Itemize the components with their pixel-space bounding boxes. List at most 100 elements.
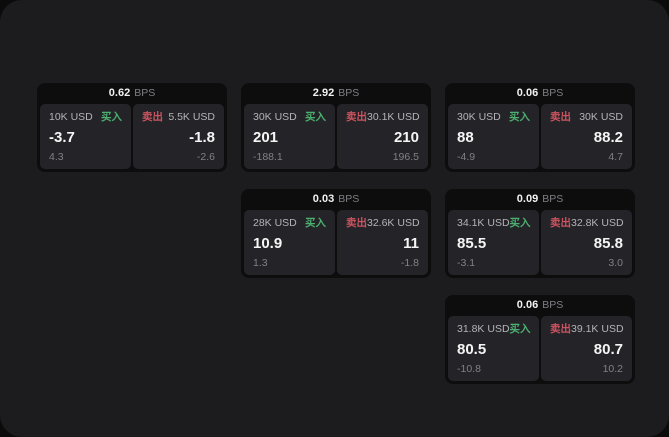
sell-panel-top: 卖出 30.1K USD [346, 111, 420, 123]
buy-price: 201 [253, 128, 279, 146]
cards-grid: 0.62 BPS 10K USD 买入 -3.7 4.3 卖出 5.5K USD… [37, 83, 635, 384]
sell-side-label: 卖出 [550, 323, 571, 335]
quote-card: 0.62 BPS 10K USD 买入 -3.7 4.3 卖出 5.5K USD… [37, 83, 227, 172]
sell-delta: 10.2 [602, 362, 623, 375]
card-body: 28K USD 买入 10.9 1.3 卖出 32.6K USD 11 -1.8 [241, 210, 431, 278]
card-body: 30K USD 买入 201 -188.1 卖出 30.1K USD 210 1… [241, 104, 431, 172]
sell-delta: 3.0 [608, 256, 623, 269]
buy-amount: 10K USD [49, 111, 93, 123]
bps-value: 2.92 [312, 87, 335, 99]
buy-price: -3.7 [49, 128, 75, 146]
sell-side-label: 卖出 [550, 111, 571, 123]
buy-delta: 4.3 [49, 150, 64, 163]
buy-amount: 30K USD [253, 111, 297, 123]
sell-delta: -1.8 [400, 256, 419, 269]
card-bps-header: 0.03 BPS [241, 189, 431, 210]
buy-delta: -4.9 [457, 150, 476, 163]
quote-card: 2.92 BPS 30K USD 买入 201 -188.1 卖出 30.1K … [241, 83, 431, 172]
buy-side-label: 买入 [101, 111, 122, 123]
buy-panel[interactable]: 31.8K USD 买入 80.5 -10.8 [448, 316, 539, 381]
buy-side-label: 买入 [305, 111, 326, 123]
buy-side-label: 买入 [305, 217, 326, 229]
sell-panel[interactable]: 卖出 32.8K USD 85.8 3.0 [541, 210, 632, 275]
buy-amount: 31.8K USD [457, 323, 510, 335]
sell-price: 210 [393, 128, 419, 146]
buy-panel-top: 30K USD 买入 [253, 112, 326, 123]
buy-amount: 28K USD [253, 217, 297, 229]
bps-unit-label: BPS [338, 193, 360, 206]
card-body: 31.8K USD 买入 80.5 -10.8 卖出 39.1K USD 80.… [445, 316, 635, 384]
buy-price: 10.9 [253, 234, 283, 252]
buy-amount: 30K USD [457, 111, 501, 123]
bps-value: 0.62 [108, 87, 131, 99]
sell-price: 85.8 [593, 234, 623, 252]
buy-panel-top: 31.8K USD 买入 [457, 323, 531, 335]
card-bps-header: 0.09 BPS [445, 189, 635, 210]
buy-amount: 34.1K USD [457, 217, 510, 229]
bps-value: 0.09 [516, 193, 539, 205]
sell-amount: 32.8K USD [571, 217, 624, 229]
buy-delta: -10.8 [457, 362, 481, 375]
sell-panel-top: 卖出 32.8K USD [550, 217, 624, 229]
sell-amount: 30K USD [579, 111, 623, 123]
quote-card: 0.06 BPS 30K USD 买入 88 -4.9 卖出 30K USD 8… [445, 83, 635, 172]
sell-delta: 196.5 [392, 150, 419, 163]
buy-panel-top: 34.1K USD 买入 [457, 217, 531, 229]
bps-value: 0.06 [516, 87, 539, 99]
sell-amount: 32.6K USD [367, 217, 420, 229]
sell-delta: -2.6 [196, 150, 215, 163]
card-bps-header: 0.06 BPS [445, 83, 635, 104]
buy-panel[interactable]: 34.1K USD 买入 85.5 -3.1 [448, 210, 539, 275]
sell-panel[interactable]: 卖出 39.1K USD 80.7 10.2 [541, 316, 632, 381]
buy-panel-top: 28K USD 买入 [253, 218, 326, 229]
quote-card: 0.06 BPS 31.8K USD 买入 80.5 -10.8 卖出 39.1… [445, 295, 635, 384]
sell-side-label: 卖出 [346, 217, 367, 229]
buy-price: 88 [457, 128, 474, 146]
sell-panel-top: 卖出 30K USD [550, 112, 623, 123]
bps-unit-label: BPS [542, 299, 564, 312]
sell-side-label: 卖出 [550, 217, 571, 229]
sell-amount: 5.5K USD [168, 111, 215, 123]
sell-side-label: 卖出 [346, 111, 367, 123]
buy-side-label: 买入 [509, 111, 530, 123]
sell-panel[interactable]: 卖出 30K USD 88.2 4.7 [541, 104, 632, 169]
card-bps-header: 0.06 BPS [445, 295, 635, 316]
sell-delta: 4.7 [608, 150, 623, 163]
buy-panel-top: 10K USD 买入 [49, 112, 122, 123]
bps-unit-label: BPS [542, 193, 564, 206]
buy-panel[interactable]: 10K USD 买入 -3.7 4.3 [40, 104, 131, 169]
bps-unit-label: BPS [542, 87, 564, 100]
buy-panel[interactable]: 28K USD 买入 10.9 1.3 [244, 210, 335, 275]
card-bps-header: 0.62 BPS [37, 83, 227, 104]
sell-panel[interactable]: 卖出 30.1K USD 210 196.5 [337, 104, 428, 169]
quote-card: 0.09 BPS 34.1K USD 买入 85.5 -3.1 卖出 32.8K… [445, 189, 635, 278]
sell-panel-top: 卖出 39.1K USD [550, 323, 624, 335]
sell-price: 11 [403, 234, 419, 252]
sell-side-label: 卖出 [142, 111, 163, 123]
buy-side-label: 买入 [509, 323, 531, 335]
bps-value: 0.06 [516, 299, 539, 311]
sell-panel-top: 卖出 32.6K USD [346, 217, 420, 229]
sell-panel[interactable]: 卖出 32.6K USD 11 -1.8 [337, 210, 428, 275]
buy-delta: -188.1 [253, 150, 283, 163]
buy-delta: 1.3 [253, 256, 268, 269]
card-body: 34.1K USD 买入 85.5 -3.1 卖出 32.8K USD 85.8… [445, 210, 635, 278]
sell-price: -1.8 [189, 128, 215, 146]
sell-amount: 30.1K USD [367, 111, 420, 123]
card-body: 10K USD 买入 -3.7 4.3 卖出 5.5K USD -1.8 -2.… [37, 104, 227, 172]
buy-panel[interactable]: 30K USD 买入 88 -4.9 [448, 104, 539, 169]
buy-price: 80.5 [457, 340, 487, 358]
bps-unit-label: BPS [134, 87, 156, 100]
bps-unit-label: BPS [338, 87, 360, 100]
card-bps-header: 2.92 BPS [241, 83, 431, 104]
sell-panel[interactable]: 卖出 5.5K USD -1.8 -2.6 [133, 104, 224, 169]
buy-side-label: 买入 [509, 217, 531, 229]
sell-price: 80.7 [593, 340, 623, 358]
buy-panel[interactable]: 30K USD 买入 201 -188.1 [244, 104, 335, 169]
buy-delta: -3.1 [457, 256, 476, 269]
sell-amount: 39.1K USD [571, 323, 624, 335]
card-body: 30K USD 买入 88 -4.9 卖出 30K USD 88.2 4.7 [445, 104, 635, 172]
buy-price: 85.5 [457, 234, 487, 252]
